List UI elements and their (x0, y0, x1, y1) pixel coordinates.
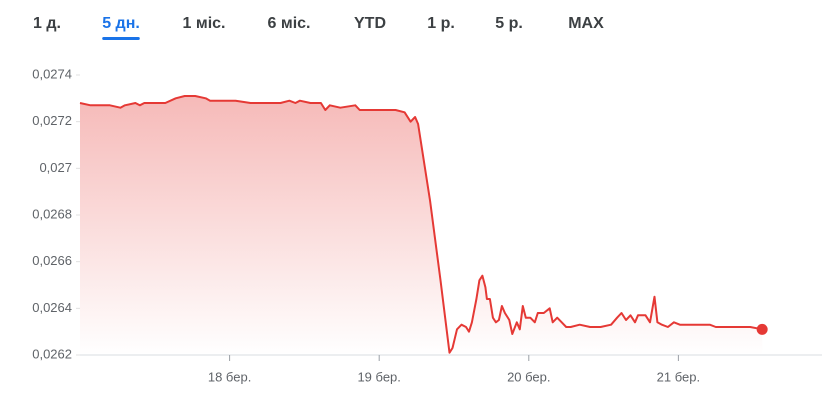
range-tab[interactable]: MAX (568, 15, 604, 32)
y-tick-label: 0,0266 (32, 253, 72, 268)
x-tick-label: 20 бер. (507, 369, 550, 384)
y-tick-label: 0,0268 (32, 206, 72, 221)
x-tick-label: 21 бер. (657, 369, 700, 384)
y-tick-label: 0,0264 (32, 300, 72, 315)
range-tab[interactable]: 5 р. (495, 15, 523, 32)
price-line (79, 95, 763, 354)
y-tick-label: 0,0272 (32, 113, 72, 128)
y-tick-label: 0,027 (39, 160, 72, 175)
y-tick-label: 0,0262 (32, 346, 72, 361)
range-tab[interactable]: YTD (354, 15, 386, 32)
end-marker (756, 323, 768, 335)
range-tab[interactable]: 1 д. (33, 15, 61, 32)
range-tab[interactable]: 1 міс. (183, 15, 226, 32)
range-tab[interactable]: 1 р. (427, 15, 455, 32)
area-fill (80, 96, 763, 355)
range-tab[interactable]: 5 дн. (102, 15, 140, 32)
x-tick-label: 19 бер. (357, 369, 400, 384)
x-tick-label: 18 бер. (208, 369, 251, 384)
y-tick-label: 0,0274 (32, 66, 72, 81)
range-tab[interactable]: 6 міс. (268, 15, 311, 32)
tab-underline (102, 37, 140, 40)
